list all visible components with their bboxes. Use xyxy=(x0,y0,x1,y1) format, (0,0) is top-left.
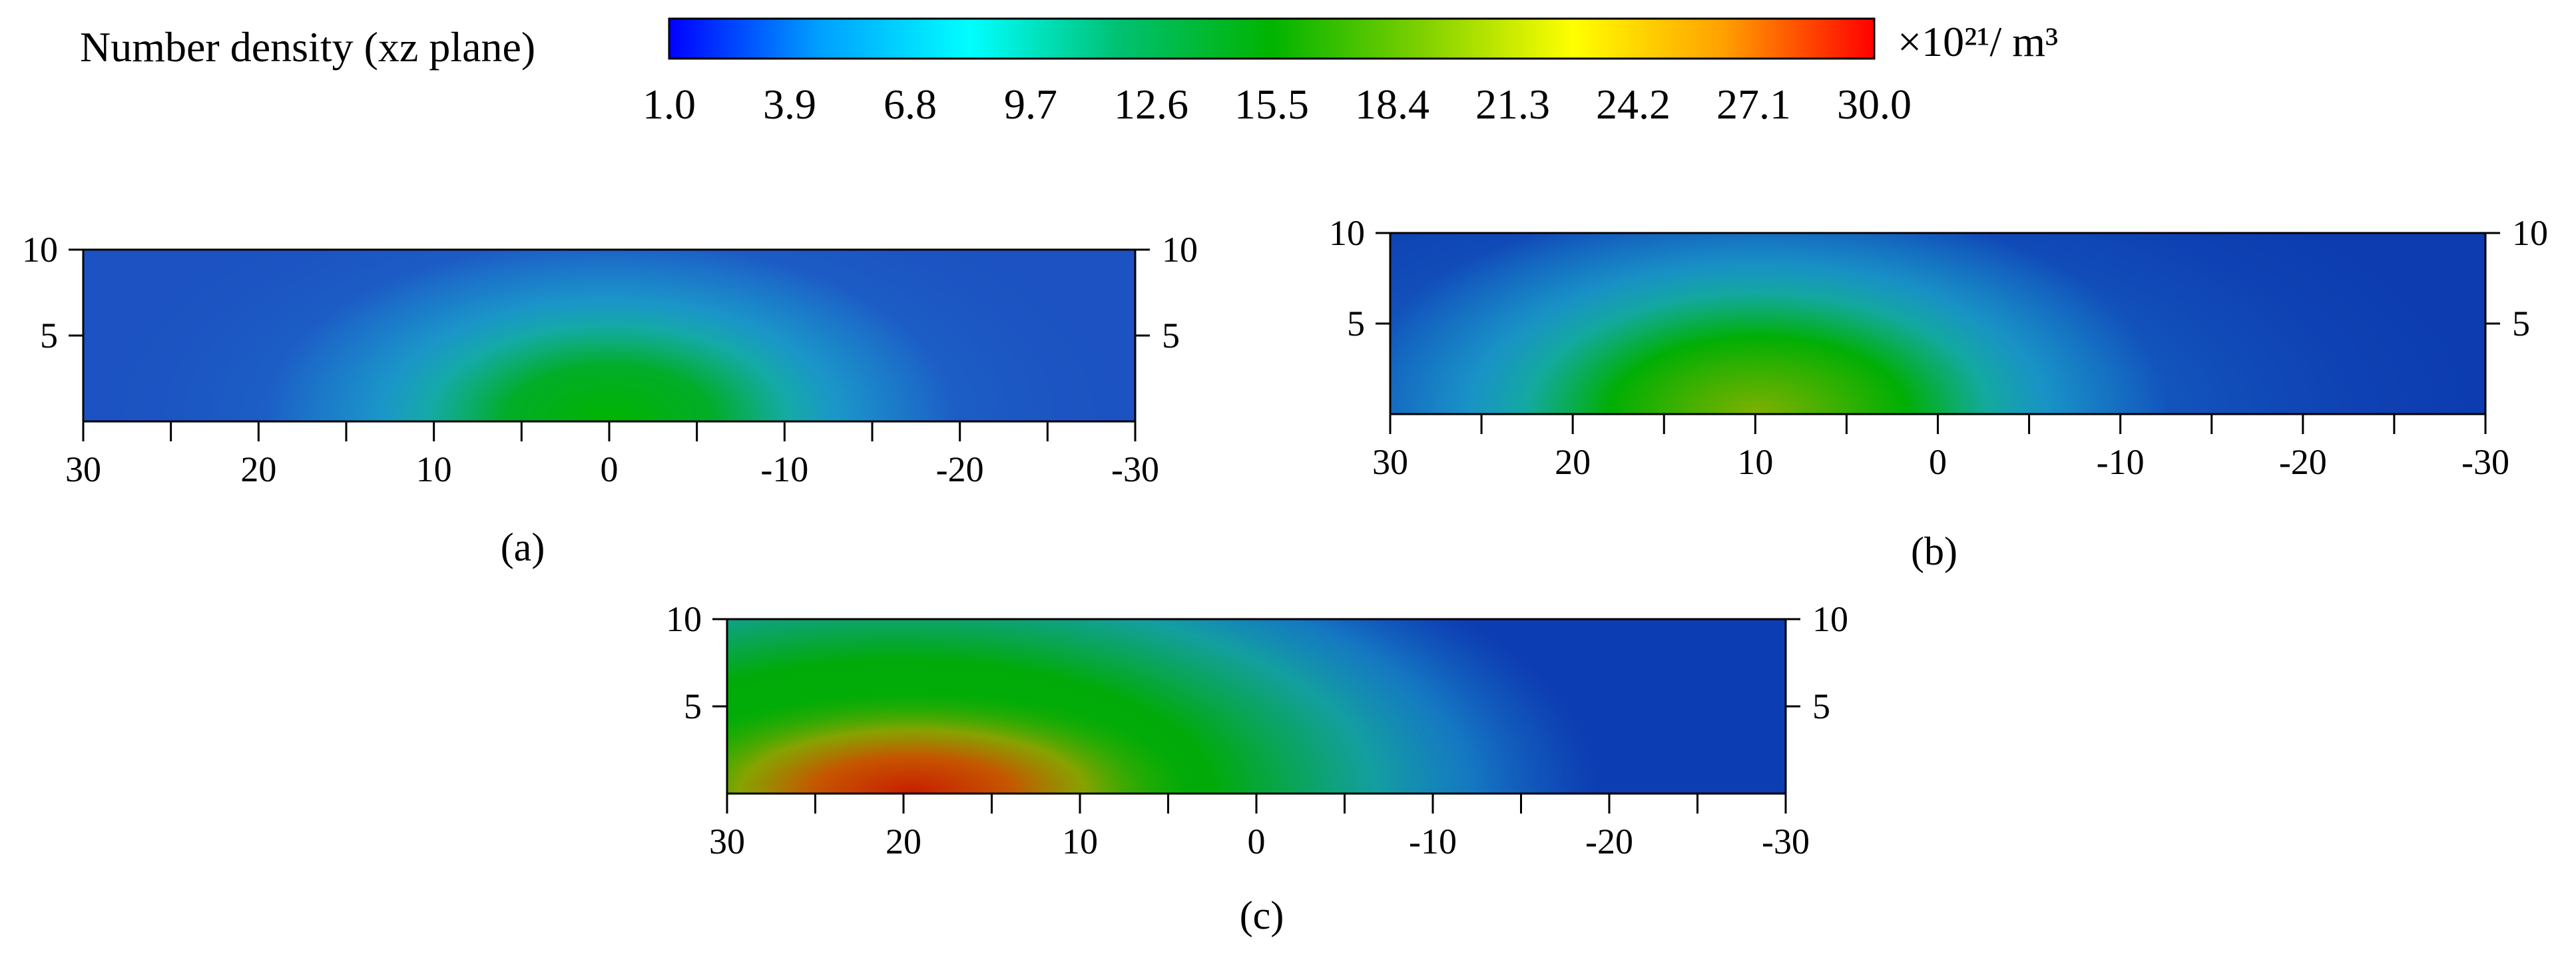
x-tick-label: -30 xyxy=(2461,442,2509,482)
colorbar-tick-labels: 1.0 3.9 6.8 9.7 12.6 15.5 18.4 21.3 24.2 27.1 30.0 xyxy=(643,81,1912,128)
panel-a-axes: 30 20 10 0 -10 -20 -30 5 10 5 10 (a) xyxy=(22,230,1198,569)
colorbar-tick-label: 27.1 xyxy=(1716,81,1791,128)
x-tick-label: 0 xyxy=(1929,442,1947,482)
panel-b-heatmap xyxy=(1390,233,2485,414)
y-tick-label: 5 xyxy=(1347,304,1365,344)
right-y-tick-label: 5 xyxy=(1812,686,1830,726)
x-tick-label: 30 xyxy=(709,822,745,861)
right-y-tick-label: 10 xyxy=(2512,213,2548,253)
colorbar: Number density (xz plane) ×10²¹/ m³ 1.0 3… xyxy=(80,17,2058,128)
right-y-tick-label: 5 xyxy=(2512,304,2530,344)
x-tick-label: -10 xyxy=(1409,822,1457,861)
right-y-tick-label: 10 xyxy=(1812,599,1848,639)
colorbar-tick-label: 12.6 xyxy=(1114,81,1188,128)
colorbar-tick-label: 21.3 xyxy=(1475,81,1550,128)
right-y-tick-label: 5 xyxy=(1162,316,1180,356)
y-tick-label: 5 xyxy=(40,316,58,356)
x-tick-label: -10 xyxy=(2097,442,2145,482)
y-tick-label: 10 xyxy=(22,230,58,270)
x-tick-label: 10 xyxy=(416,449,452,489)
x-tick-label: -20 xyxy=(1585,822,1633,861)
colorbar-tick-label: 9.7 xyxy=(1004,81,1057,128)
colorbar-tick-label: 3.9 xyxy=(763,81,816,128)
x-tick-label: 10 xyxy=(1062,822,1098,861)
colorbar-tick-label: 1.0 xyxy=(643,81,696,128)
x-tick-label: -20 xyxy=(2279,442,2327,482)
panel-a-heatmap xyxy=(83,250,1135,421)
colorbar-bar xyxy=(668,17,1876,60)
x-tick-label: 20 xyxy=(1555,442,1591,482)
y-tick-label: 5 xyxy=(684,686,702,726)
x-tick-label: 10 xyxy=(1737,442,1773,482)
colorbar-tick-label: 15.5 xyxy=(1234,81,1309,128)
x-tick-label: 0 xyxy=(601,449,619,489)
x-tick-label: 20 xyxy=(886,822,921,861)
panel-a: 30 20 10 0 -10 -20 -30 5 10 5 10 (a) xyxy=(22,230,1198,569)
colorbar-tick-label: 24.2 xyxy=(1596,81,1671,128)
x-tick-label: 20 xyxy=(240,449,276,489)
panel-label: (c) xyxy=(1240,893,1284,937)
x-tick-label: -30 xyxy=(1111,449,1159,489)
y-tick-label: 10 xyxy=(1329,213,1365,253)
panel-b: 30 20 10 0 -10 -20 -30 5 10 5 10 (b) xyxy=(1329,213,2548,573)
x-tick-label: -30 xyxy=(1762,822,1810,861)
colorbar-tick-label: 6.8 xyxy=(884,81,937,128)
panel-label: (b) xyxy=(1911,529,1957,573)
panel-c-axes: 30 20 10 0 -10 -20 -30 5 10 5 10 (c) xyxy=(666,599,1848,937)
panel-c-heatmap xyxy=(727,619,1786,794)
colorbar-tick-label: 18.4 xyxy=(1355,81,1429,128)
x-tick-label: 0 xyxy=(1248,822,1266,861)
colorbar-tick-label: 30.0 xyxy=(1837,81,1912,128)
right-y-tick-label: 10 xyxy=(1162,230,1198,270)
x-tick-label: -20 xyxy=(936,449,984,489)
colorbar-label: Number density (xz plane) xyxy=(80,23,535,71)
colorbar-unit: ×10²¹/ m³ xyxy=(1898,18,2058,65)
x-tick-label: -10 xyxy=(760,449,808,489)
panel-b-axes: 30 20 10 0 -10 -20 -30 5 10 5 10 (b) xyxy=(1329,213,2548,573)
panel-label: (a) xyxy=(501,525,545,569)
panel-c: 30 20 10 0 -10 -20 -30 5 10 5 10 (c) xyxy=(666,599,1848,937)
x-tick-label: 30 xyxy=(1372,442,1408,482)
y-tick-label: 10 xyxy=(666,599,702,639)
x-tick-label: 30 xyxy=(65,449,101,489)
